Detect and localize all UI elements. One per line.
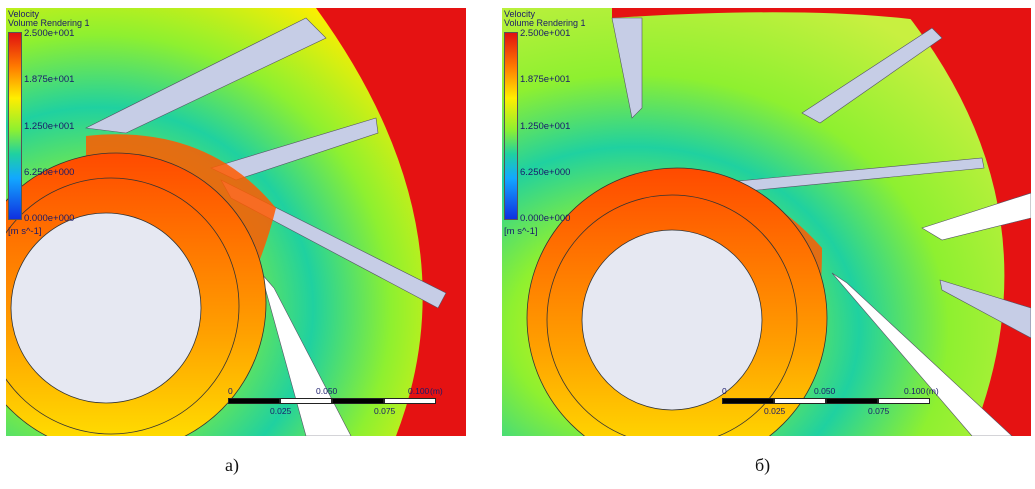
legend-subtitle: Volume Rendering 1 (504, 18, 586, 28)
scale-bar-b: 0 0.050 0.100 (m) 0.025 0.075 (722, 384, 939, 424)
scale-label: 0.075 (868, 406, 890, 416)
outer-shroud (316, 8, 466, 436)
legend-tick: 6.250e+000 (24, 167, 75, 178)
scale-bar-a: 0 0.050 0.100 (m) 0.025 0.075 (228, 384, 443, 424)
legend-b: Velocity Volume Rendering 1 (504, 10, 586, 28)
blade-4 (921, 192, 1031, 241)
scale-unit: (m) (926, 386, 939, 396)
legend-tick: 6.250e+000 (520, 167, 571, 178)
scale-label: 0 (722, 386, 727, 396)
scale-label: 0.025 (764, 406, 786, 416)
legend-unit: [m s^-1] (504, 226, 538, 237)
legend-tick: 1.250e+001 (520, 121, 571, 132)
scale-label: 0.050 (316, 386, 338, 396)
legend-subtitle: Volume Rendering 1 (8, 18, 90, 28)
hub-bore (581, 229, 763, 411)
legend-tick: 0.000e+000 (520, 213, 571, 224)
scale-unit: (m) (430, 386, 443, 396)
colorbar-a (8, 32, 22, 220)
legend-tick: 2.500e+001 (520, 28, 571, 39)
legend-title: Velocity (504, 9, 536, 19)
legend-tick: 1.875e+001 (520, 74, 571, 85)
blade-1 (611, 17, 643, 119)
velocity-panel-b: Velocity Volume Rendering 1 2.500e+001 1… (502, 8, 1031, 436)
scale-label: 0.025 (270, 406, 292, 416)
scale-label: 0.100 (408, 386, 430, 396)
blade-1 (84, 17, 327, 134)
hub-bore (10, 212, 202, 404)
scale-label: 0 (228, 386, 233, 396)
blade-6 (831, 272, 1013, 436)
colorbar-b (504, 32, 518, 220)
legend-tick: 1.875e+001 (24, 74, 75, 85)
legend-tick: 2.500e+001 (24, 28, 75, 39)
scale-label: 0.075 (374, 406, 396, 416)
legend-a: Velocity Volume Rendering 1 (8, 10, 90, 28)
scale-label: 0.100 (904, 386, 926, 396)
velocity-field-b (502, 8, 1031, 436)
legend-title: Velocity (8, 9, 40, 19)
legend-unit: [m s^-1] (8, 226, 42, 237)
legend-tick: 1.250e+001 (24, 121, 75, 132)
outer-shroud (902, 8, 1031, 436)
blade-5 (939, 279, 1031, 339)
scale-label: 0.050 (814, 386, 836, 396)
blade-4 (260, 272, 352, 436)
caption-a: а) (225, 455, 239, 475)
caption-b: б) (755, 455, 771, 475)
blade-2 (801, 27, 943, 124)
velocity-panel-a: Velocity Volume Rendering 1 2.500e+001 1… (6, 8, 466, 436)
legend-tick: 0.000e+000 (24, 213, 75, 224)
velocity-field-a (6, 8, 466, 436)
